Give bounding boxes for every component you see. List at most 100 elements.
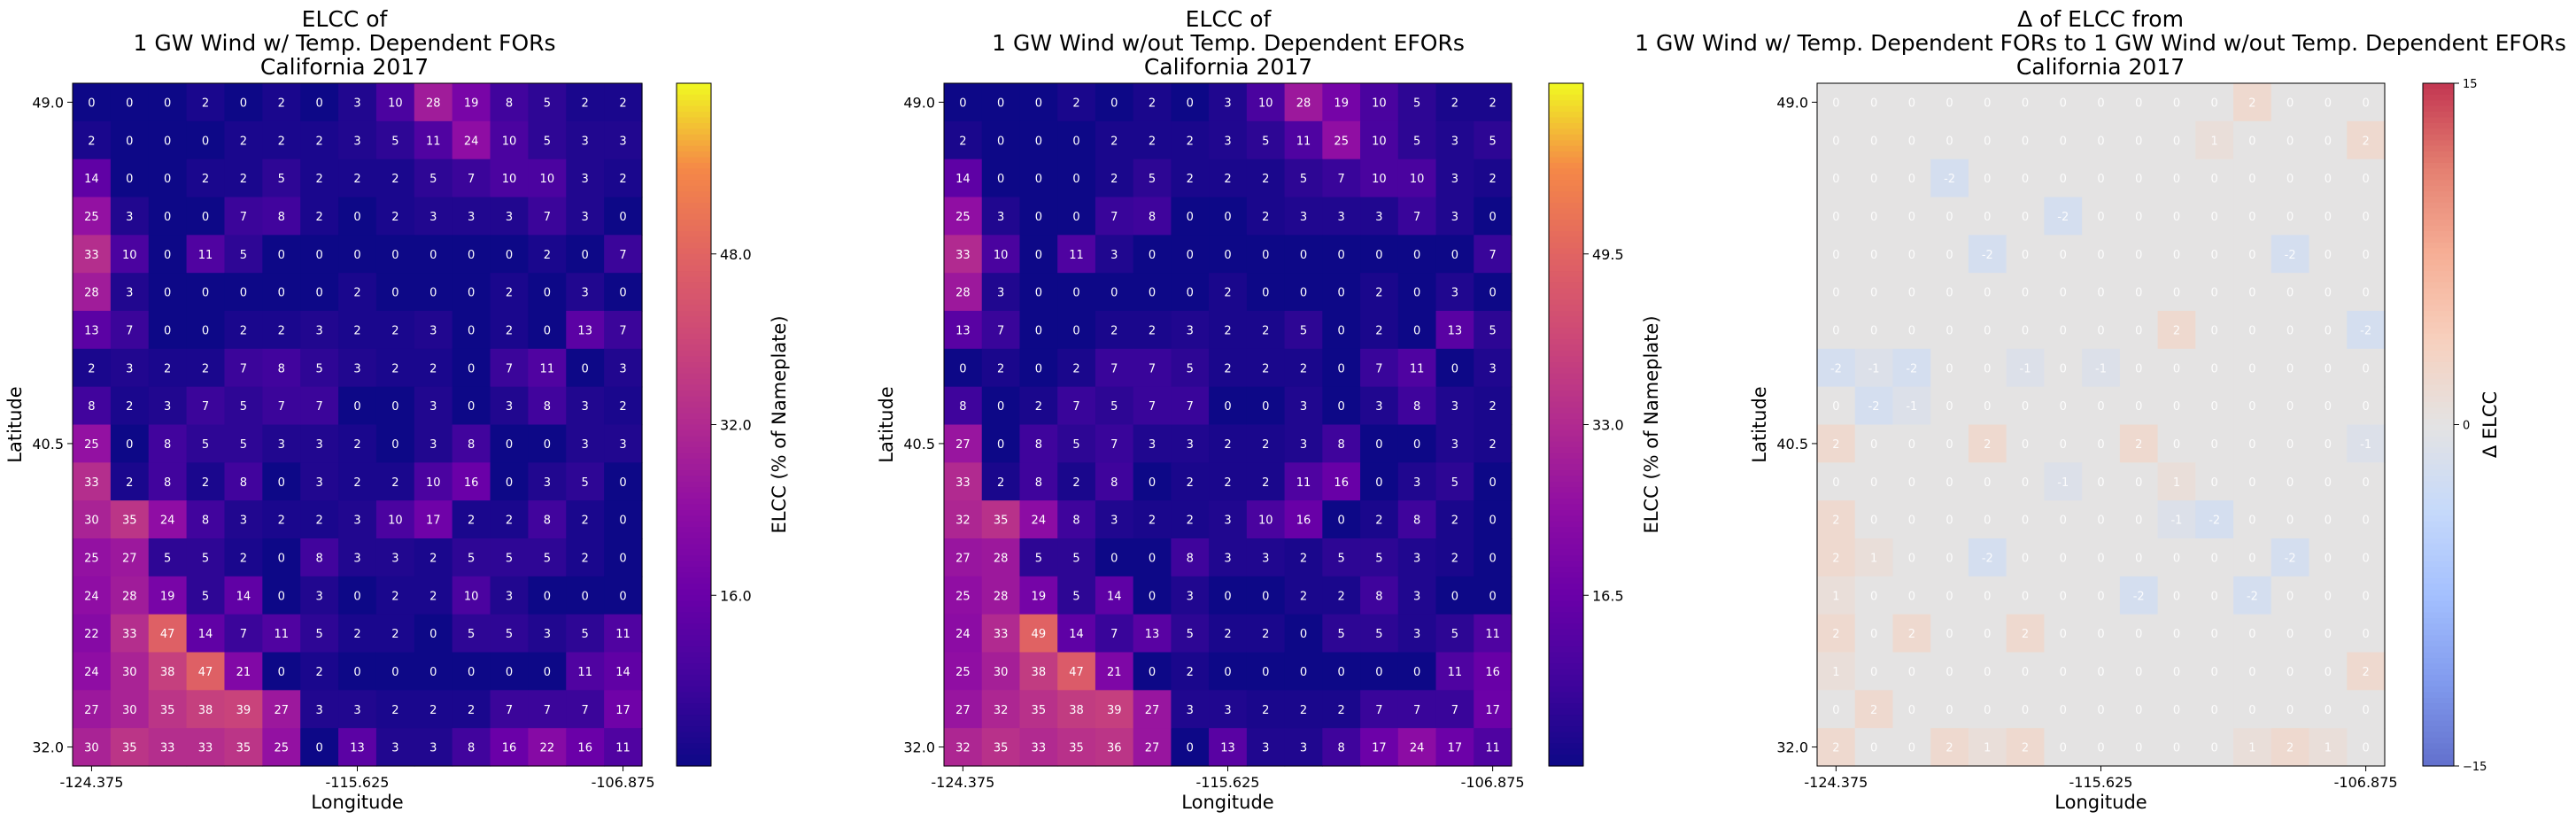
heatmap-cell <box>1968 348 2007 388</box>
cell-value-label: 8 <box>959 400 966 414</box>
cell-value-label: 0 <box>1489 211 1496 224</box>
heatmap-cell <box>2082 690 2121 729</box>
cell-value-label: 0 <box>2022 324 2029 337</box>
heatmap-cell <box>2044 235 2083 274</box>
heatmap-cell <box>73 424 112 463</box>
cell-value-label: 8 <box>468 438 475 452</box>
colorbar-segment <box>2423 481 2454 488</box>
cell-value-label: 0 <box>1946 704 1953 717</box>
cell-value-label: 0 <box>2097 211 2104 224</box>
heatmap-cell <box>1968 652 2007 691</box>
cell-value-label: 0 <box>2211 742 2218 755</box>
heatmap-cell <box>2157 576 2196 615</box>
cell-value-label: 2 <box>997 476 1004 490</box>
cell-value-label: 38 <box>1032 666 1047 679</box>
heatmap-cell <box>1435 690 1474 729</box>
cell-value-label: 2 <box>1451 97 1458 110</box>
heatmap-cell <box>186 576 226 615</box>
cell-value-label: 0 <box>2135 249 2142 262</box>
heatmap-cell <box>414 652 453 691</box>
cell-value-label: 2 <box>1984 438 1991 452</box>
heatmap-cell <box>2270 538 2310 577</box>
x-tick-label: -115.625 <box>2069 774 2133 791</box>
heatmap-cell <box>2233 273 2272 312</box>
heatmap-cell <box>1435 311 1474 350</box>
heatmap-cell <box>110 462 150 501</box>
cell-value-label: 0 <box>2286 438 2294 452</box>
heatmap-cell <box>1209 728 1248 767</box>
heatmap-cell <box>1892 83 1931 122</box>
cell-value-label: 0 <box>544 287 551 300</box>
cell-value-label: 0 <box>1946 476 1953 490</box>
colorbar-tick-label: 48.0 <box>720 246 752 263</box>
heatmap-cell <box>1284 652 1323 691</box>
colorbar-segment <box>677 361 711 368</box>
heatmap-cell <box>2044 500 2083 539</box>
cell-value-label: 28 <box>84 287 99 300</box>
colorbar-tick-label: 15 <box>2463 78 2478 91</box>
colorbar-segment <box>2423 134 2454 141</box>
cell-value-label: 2 <box>202 362 209 375</box>
cell-value-label: 0 <box>619 211 626 224</box>
cell-value-label: 7 <box>997 324 1004 337</box>
heatmap-cell <box>148 690 188 729</box>
heatmap-cell <box>2309 614 2348 654</box>
cell-value-label: 2 <box>1224 287 1231 300</box>
heatmap-cell <box>375 500 415 539</box>
cell-value-label: 0 <box>997 135 1004 148</box>
cell-value-label: 8 <box>202 514 209 528</box>
heatmap-cell <box>2006 462 2045 501</box>
cell-value-label: 0 <box>2022 211 2029 224</box>
heatmap-cell <box>2347 614 2386 654</box>
heatmap-cell <box>1854 652 1894 691</box>
heatmap-cell <box>1133 197 1172 236</box>
cell-value-label: 0 <box>2173 666 2180 679</box>
heatmap-cell <box>1892 538 1931 577</box>
heatmap-cell <box>2270 576 2310 615</box>
cell-value-label: 30 <box>994 666 1009 679</box>
heatmap-cell <box>186 538 226 577</box>
cell-value-label: 0 <box>2211 362 2218 375</box>
heatmap-cell <box>1435 424 1474 463</box>
colorbar-segment <box>1549 265 1583 272</box>
colorbar-segment <box>677 344 711 352</box>
cell-value-label: 0 <box>1908 97 1915 110</box>
heatmap-cell <box>110 197 150 236</box>
heatmap-cell <box>1322 311 1361 350</box>
heatmap-cell <box>1133 728 1172 767</box>
heatmap-cell <box>1854 235 1894 274</box>
colorbar-segment <box>2423 396 2454 403</box>
cell-value-label: 2 <box>1300 590 1307 603</box>
colorbar-segment <box>677 180 711 187</box>
heatmap-cell <box>1133 83 1172 122</box>
cell-value-label: 0 <box>391 438 398 452</box>
heatmap-cell <box>452 652 491 691</box>
cell-value-label: 0 <box>2022 249 2029 262</box>
colorbar-segment <box>2423 140 2454 147</box>
colorbar-segment <box>1549 151 1583 159</box>
colorbar-segment <box>2423 197 2454 204</box>
cell-value-label: -2 <box>1982 249 1993 262</box>
heatmap-cell <box>566 538 605 577</box>
cell-value-label: 0 <box>1262 666 1269 679</box>
colorbar-segment <box>1549 697 1583 704</box>
colorbar-segment <box>2423 128 2454 135</box>
cell-value-label: 13 <box>577 324 592 337</box>
heatmap-cell <box>2119 728 2159 767</box>
colorbar-segment <box>1549 527 1583 534</box>
cell-value-label: -1 <box>2020 362 2031 375</box>
cell-value-label: 7 <box>1375 362 1382 375</box>
heatmap-cell <box>2157 83 2196 122</box>
cell-value-label: 35 <box>994 742 1009 755</box>
cell-value-label: 0 <box>202 287 209 300</box>
heatmap-cell <box>186 235 226 274</box>
cell-value-label: 0 <box>315 742 322 755</box>
heatmap-cell <box>1968 311 2007 350</box>
heatmap-cell <box>1133 500 1172 539</box>
colorbar-segment <box>2423 515 2454 522</box>
cell-value-label: 47 <box>1069 666 1084 679</box>
colorbar-segment <box>1549 572 1583 579</box>
colorbar-segment <box>1549 754 1583 762</box>
colorbar-segment <box>1549 259 1583 267</box>
cell-value-label: 5 <box>1375 552 1382 565</box>
